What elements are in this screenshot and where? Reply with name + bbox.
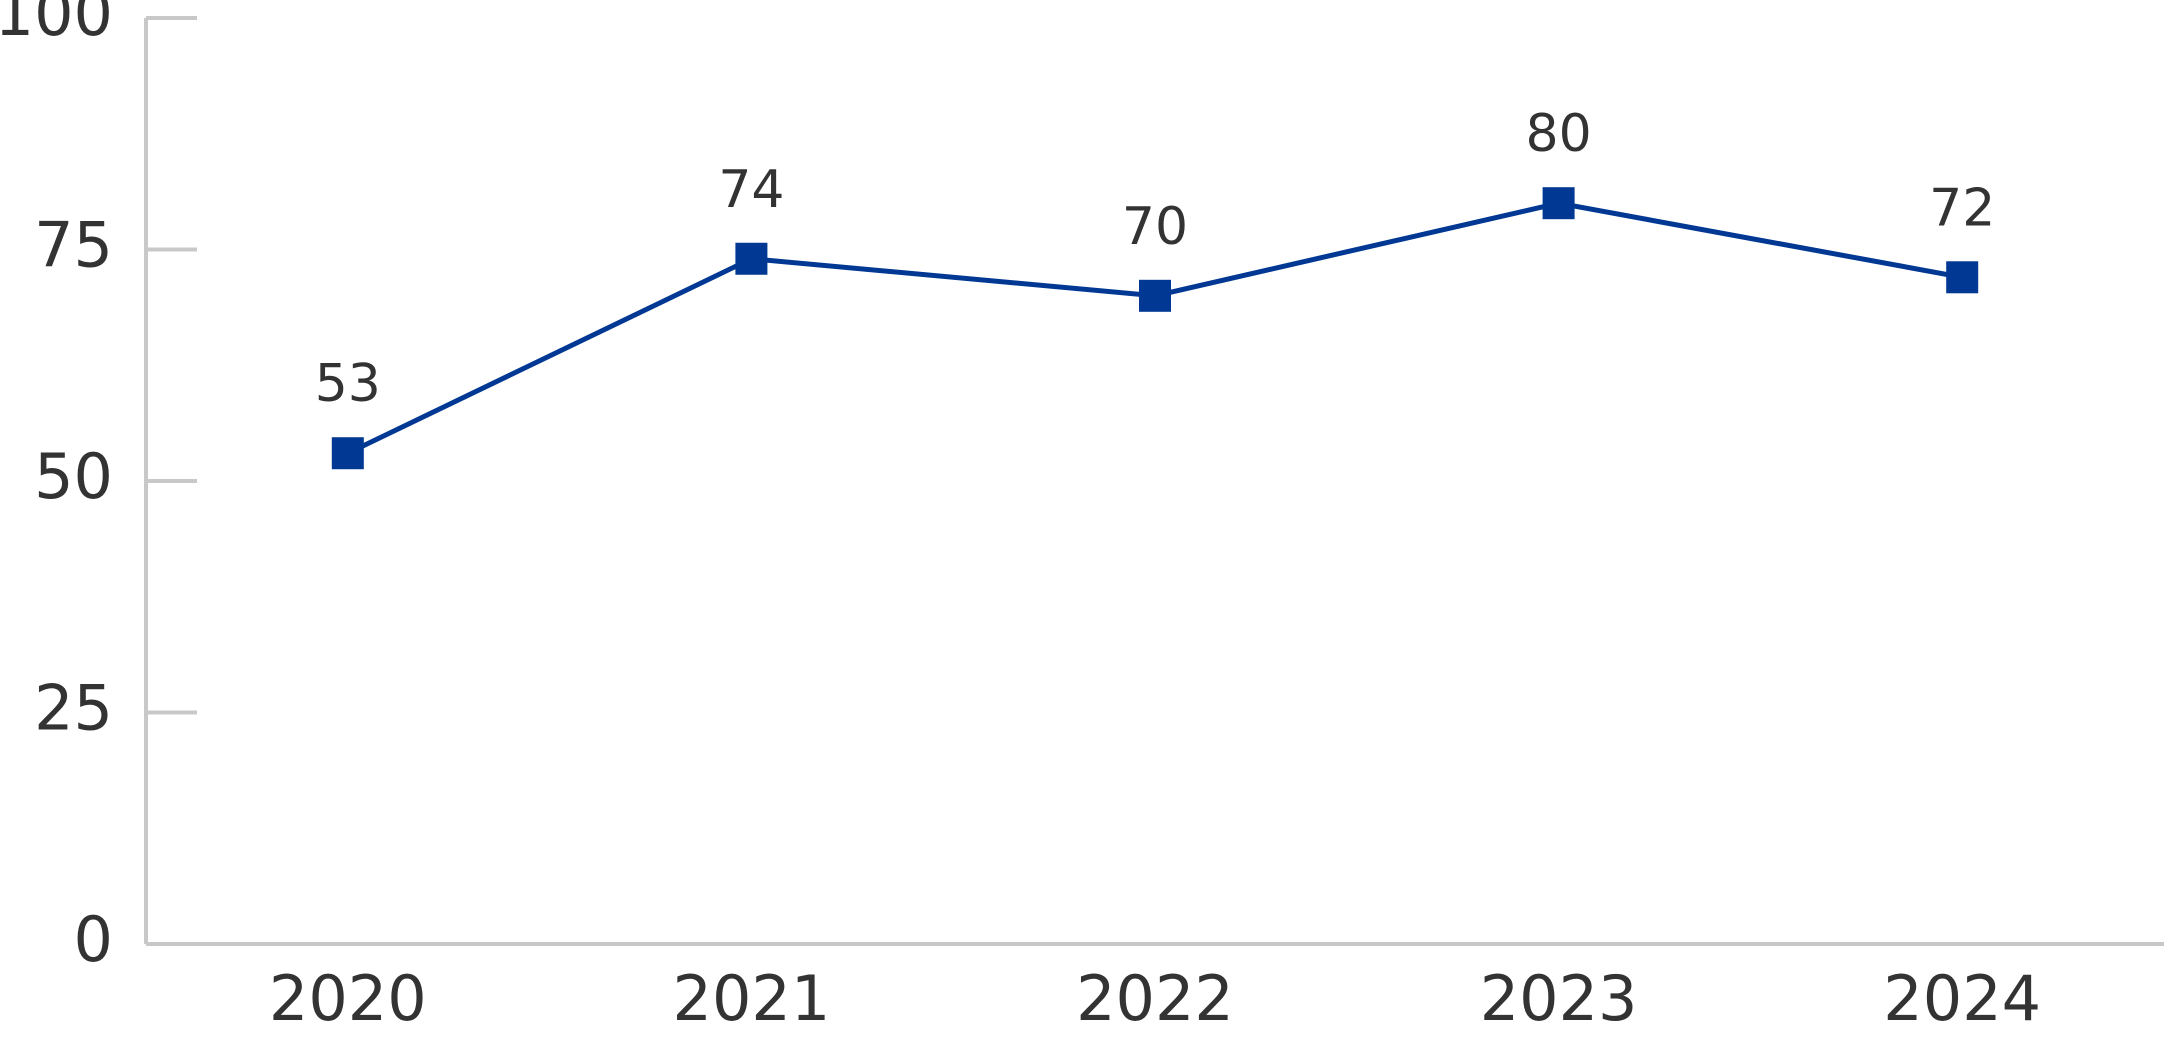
data-label: 53 xyxy=(315,354,381,414)
y-tick-label: 100 xyxy=(0,0,113,50)
marker xyxy=(1946,261,1979,294)
y-tick-label: 75 xyxy=(34,209,113,282)
y-tick-label: 0 xyxy=(74,903,113,976)
x-tick-label: 2024 xyxy=(1883,962,2041,1035)
marker xyxy=(331,437,364,470)
x-tick-label: 2022 xyxy=(1076,962,1234,1035)
marker xyxy=(1139,279,1171,312)
x-tick-label: 2023 xyxy=(1480,962,1638,1035)
y-tick-label: 25 xyxy=(34,672,113,745)
x-tick-label: 2021 xyxy=(673,962,831,1035)
data-label: 72 xyxy=(1929,178,1995,238)
data-label: 80 xyxy=(1526,104,1592,164)
x-tick-label: 2020 xyxy=(269,962,427,1035)
marker xyxy=(1542,187,1575,220)
marker xyxy=(735,242,768,275)
y-tick-label: 50 xyxy=(34,440,113,513)
data-label: 70 xyxy=(1122,197,1188,257)
data-label: 74 xyxy=(718,160,784,220)
